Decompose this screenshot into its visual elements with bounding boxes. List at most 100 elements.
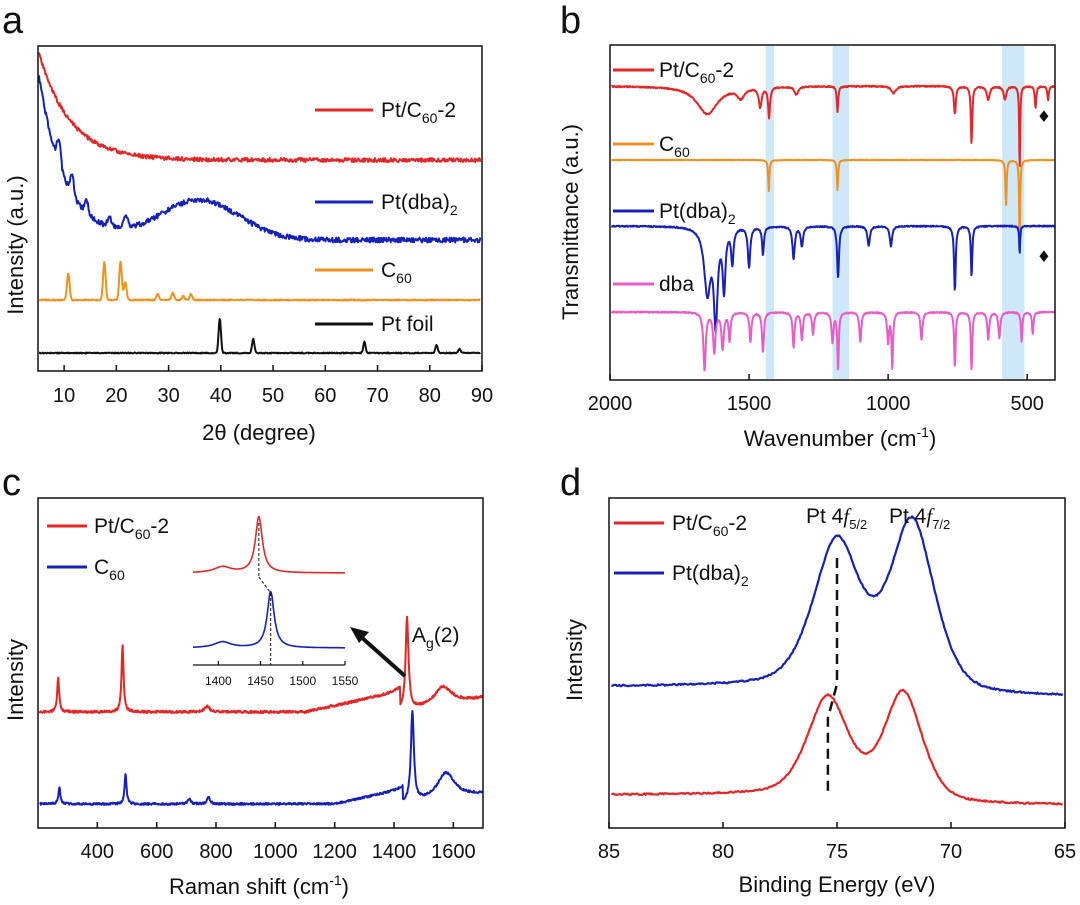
legend-entry: Pt/C60-2 bbox=[381, 99, 456, 126]
x-tick-label: 1000 bbox=[866, 393, 911, 415]
arrow-head bbox=[350, 627, 369, 643]
series-line-pt-c60-2 bbox=[611, 688, 1063, 806]
inset-x-tick-label: 1400 bbox=[205, 674, 232, 688]
panel-c-ticks: 400 600 800 1000 1200 1400 1600 bbox=[81, 822, 476, 863]
panel-d: d Intensity Binding Energy (eV) 85 80 75 70… bbox=[560, 462, 1076, 897]
panel-c-inset: 1400 1450 1500 1550 bbox=[192, 515, 359, 688]
peak-label-ag2: Ag(2) bbox=[412, 624, 459, 651]
panel-a: a Intensity (a.u.) 2θ (degree) 10 20 30 40 5… bbox=[2, 0, 493, 445]
panel-b-label: b bbox=[560, 0, 581, 42]
x-tick-label: 65 bbox=[1054, 841, 1076, 863]
panel-b-traces: ♦♦ bbox=[610, 84, 1056, 372]
highlight-band bbox=[765, 46, 775, 379]
panel-c-label: c bbox=[2, 462, 21, 504]
arrow-shaft bbox=[358, 634, 407, 678]
x-tick-label: 600 bbox=[140, 841, 173, 863]
panel-d-shift-guides bbox=[826, 558, 839, 795]
legend-entry: C60 bbox=[659, 133, 690, 160]
panel-b-bands bbox=[765, 46, 1025, 379]
legend-entry: Pt(dba)2 bbox=[381, 191, 458, 218]
series-line-dba bbox=[610, 310, 1056, 372]
panel-a-ticks: 10 20 30 40 50 60 70 80 90 bbox=[53, 365, 493, 407]
x-tick-label: 30 bbox=[157, 385, 179, 407]
x-tick-label: 50 bbox=[262, 385, 284, 407]
panel-d-frame bbox=[608, 497, 1066, 829]
series-line-pt-dba-2 bbox=[610, 515, 1064, 696]
inset-x-tick-label: 1550 bbox=[332, 674, 359, 688]
panel-c-xlabel: Raman shift (cm-1) bbox=[169, 872, 349, 899]
series-line-pt-dba-2 bbox=[610, 224, 1056, 334]
x-tick-label: 1000 bbox=[253, 841, 298, 863]
highlight-band bbox=[832, 46, 850, 379]
legend-entry: dba bbox=[659, 273, 694, 296]
legend-entry: Pt/C60-2 bbox=[672, 512, 747, 539]
legend-entry: C60 bbox=[381, 259, 412, 286]
panel-b-ylabel: Transmittance (a.u.) bbox=[558, 124, 583, 320]
inset-guide bbox=[258, 576, 272, 594]
x-tick-label: 40 bbox=[210, 385, 232, 407]
legend-entry: Pt(dba)2 bbox=[659, 200, 736, 227]
legend-entry: Pt(dba)2 bbox=[672, 562, 749, 589]
panel-b-legend: Pt/C60-2 C60 Pt(dba)2 dba bbox=[613, 59, 736, 296]
series-line-pt-c60-2 bbox=[38, 52, 482, 163]
panel-d-legend: Pt/C60-2 Pt(dba)2 bbox=[614, 512, 749, 589]
panel-a-xlabel: 2θ (degree) bbox=[202, 420, 316, 445]
x-tick-label: 80 bbox=[712, 841, 734, 863]
series-line-pt-foil bbox=[38, 318, 481, 355]
diamond-marker: ♦ bbox=[1037, 247, 1051, 266]
x-tick-label: 500 bbox=[1011, 393, 1044, 415]
x-tick-label: 90 bbox=[471, 385, 493, 407]
inset-line-pt-c60-2 bbox=[192, 515, 346, 574]
panel-b-ticks: 2000 1500 1000 500 bbox=[588, 374, 1044, 415]
x-tick-label: 75 bbox=[826, 841, 848, 863]
x-tick-label: 20 bbox=[105, 385, 127, 407]
x-tick-label: 60 bbox=[314, 385, 336, 407]
panel-a-frame bbox=[37, 45, 483, 372]
panel-a-label: a bbox=[2, 0, 24, 42]
inset-x-tick-label: 1500 bbox=[289, 674, 316, 688]
panel-a-traces bbox=[38, 52, 482, 355]
inset-arrow bbox=[350, 627, 407, 678]
series-line-pt-c60-2 bbox=[610, 84, 1056, 167]
legend-entry: C60 bbox=[94, 556, 125, 583]
peak-label-pt4f72: Pt 4f7/2 bbox=[889, 504, 950, 532]
inset-line-c60 bbox=[192, 590, 346, 649]
legend-entry: Pt/C60-2 bbox=[94, 515, 169, 542]
panel-c-ylabel: Intensity bbox=[3, 639, 28, 721]
x-tick-label: 80 bbox=[419, 385, 441, 407]
panel-c: c Intensity Raman shift (cm-1) 400 600 800… bbox=[2, 462, 484, 899]
x-tick-label: 1200 bbox=[312, 841, 357, 863]
panel-a-legend: Pt/C60-2 Pt(dba)2 C60 Pt foil bbox=[315, 99, 458, 336]
x-tick-label: 1400 bbox=[372, 841, 417, 863]
x-tick-label: 10 bbox=[53, 385, 75, 407]
x-tick-label: 85 bbox=[598, 841, 620, 863]
series-line-c60 bbox=[610, 158, 1056, 248]
panel-c-legend: Pt/C60-2 C60 bbox=[47, 515, 169, 583]
legend-entry: Pt/C60-2 bbox=[659, 59, 734, 86]
panel-b-frame bbox=[609, 44, 1056, 381]
x-tick-label: 800 bbox=[199, 841, 232, 863]
panel-d-ticks: 85 80 75 70 65 bbox=[598, 822, 1076, 863]
panel-b: b Transmittance (a.u.) Wavenumber (cm-1)… bbox=[558, 0, 1056, 451]
panel-d-label: d bbox=[560, 462, 581, 504]
panel-a-ylabel: Intensity (a.u.) bbox=[3, 175, 28, 314]
diamond-marker: ♦ bbox=[1037, 107, 1051, 126]
panel-c-frame bbox=[37, 497, 484, 829]
panel-d-traces bbox=[610, 515, 1064, 806]
series-line-pt-c60-2 bbox=[38, 615, 484, 715]
legend-entry: Pt foil bbox=[381, 313, 434, 336]
peak-shift-guide bbox=[826, 558, 839, 795]
panel-d-ylabel: Intensity bbox=[562, 619, 587, 701]
panel-d-xlabel: Binding Energy (eV) bbox=[739, 872, 936, 897]
series-line-c60 bbox=[38, 260, 481, 302]
series-line-pt-dba-2 bbox=[38, 75, 482, 244]
x-tick-label: 1500 bbox=[727, 393, 772, 415]
panel-b-xlabel: Wavenumber (cm-1) bbox=[744, 424, 937, 451]
x-tick-label: 1600 bbox=[431, 841, 476, 863]
x-tick-label: 70 bbox=[940, 841, 962, 863]
series-line-c60 bbox=[38, 710, 484, 806]
x-tick-label: 2000 bbox=[588, 393, 633, 415]
inset-x-tick-label: 1450 bbox=[247, 674, 274, 688]
x-tick-label: 70 bbox=[366, 385, 388, 407]
